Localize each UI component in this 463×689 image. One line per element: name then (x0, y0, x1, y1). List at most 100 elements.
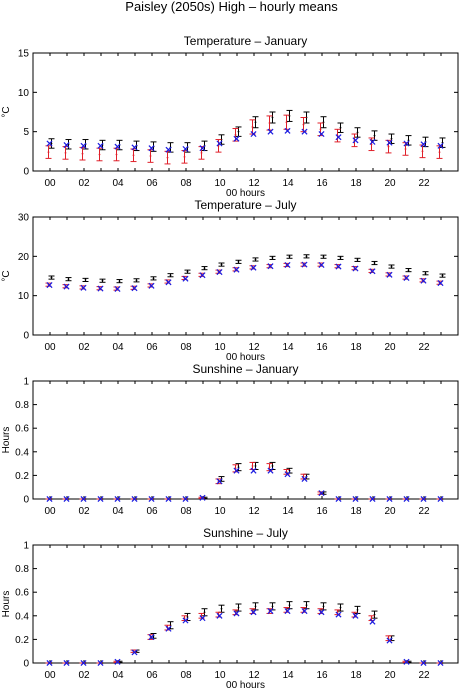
data-point-blue-x (318, 490, 325, 497)
y-tick-label: 5 (23, 127, 29, 138)
data-point-blue-x (335, 611, 342, 618)
data-point-blue-x (114, 495, 121, 503)
x-tick-label: 08 (180, 342, 192, 353)
data-point-blue-x (148, 282, 155, 289)
data-point-black-errorbar (337, 255, 344, 260)
x-tick-label: 06 (146, 342, 158, 353)
data-point-blue-x (148, 634, 155, 641)
x-tick-label: 02 (78, 506, 90, 517)
data-point-blue-x (250, 264, 257, 271)
series-red-errorbar (45, 114, 443, 165)
data-point-blue-x (301, 475, 308, 482)
data-point-black-errorbar (201, 266, 208, 271)
x-tick-label: 20 (384, 670, 396, 681)
y-tick-label: 0.8 (15, 400, 29, 411)
x-tick-label: 22 (418, 178, 430, 189)
x-tick-label: 22 (418, 342, 430, 353)
y-axis-label: Hours (1, 427, 12, 454)
x-tick-label: 10 (214, 670, 226, 681)
data-point-blue-x (165, 279, 172, 286)
data-point-red-errorbar (215, 139, 222, 153)
chart-panel-2: Temperature – July 0 10 20 30 00 02 04 06 08 10 12 1… (1, 198, 459, 363)
data-point-red-errorbar (300, 117, 307, 133)
data-point-blue-x (114, 658, 121, 665)
x-tick-label: 20 (384, 506, 396, 517)
data-point-black-errorbar (82, 277, 89, 283)
data-point-blue-x (352, 495, 359, 503)
data-point-blue-x (97, 495, 104, 503)
x-tick-label: 12 (248, 506, 260, 517)
chart-title: Sunshine – January (192, 362, 298, 376)
series-black-errorbar (48, 461, 446, 500)
data-point-blue-x (403, 140, 410, 147)
x-tick-label: 22 (418, 506, 430, 517)
data-point-black-errorbar (252, 257, 259, 262)
data-point-blue-x (148, 145, 155, 152)
x-tick-label: 08 (180, 178, 192, 189)
y-axis-label: Hours (1, 591, 12, 618)
data-point-blue-x (97, 285, 104, 292)
x-tick-label: 06 (146, 506, 158, 517)
data-point-black-errorbar (184, 612, 191, 622)
x-tick-label: 04 (112, 670, 124, 681)
data-point-black-errorbar (320, 254, 327, 259)
x-tick-label: 14 (282, 342, 294, 353)
data-point-red-errorbar (164, 150, 171, 165)
data-point-black-errorbar (371, 610, 378, 619)
x-tick-label: 00 (44, 342, 56, 353)
x-tick-label: 20 (384, 178, 396, 189)
data-point-blue-x (352, 612, 359, 619)
data-point-blue-x (301, 608, 308, 615)
data-point-blue-x (437, 495, 444, 503)
data-point-black-errorbar (65, 277, 72, 282)
data-point-black-errorbar (269, 255, 276, 260)
y-tick-label: 0 (23, 331, 29, 342)
data-point-black-errorbar (388, 133, 395, 144)
data-point-blue-x (216, 140, 223, 147)
x-tick-label: 12 (248, 342, 260, 353)
data-point-blue-x (420, 277, 427, 284)
figure-title: Paisley (2050s) High – hourly means (125, 0, 338, 14)
x-tick-label: 22 (418, 670, 430, 681)
chart-panel-4: Sunshine – July 0 0.2 0.4 0.6 0.8 1 00 02 04 06 08 1… (1, 526, 459, 689)
x-tick-label: 16 (316, 506, 328, 517)
x-tick-label: 04 (112, 506, 124, 517)
y-tick-label: 0.2 (15, 471, 29, 482)
data-point-blue-x (182, 495, 189, 503)
data-point-black-errorbar (48, 138, 55, 149)
x-tick-label: 00 (44, 670, 56, 681)
data-point-blue-x (369, 138, 376, 145)
x-tick-label: 00 (44, 178, 56, 189)
x-tick-label: 00 (44, 506, 56, 517)
y-tick-label: 0 (23, 659, 29, 670)
series-blue-x (46, 608, 444, 667)
y-tick-label: 0.6 (15, 588, 29, 599)
data-point-blue-x (267, 467, 274, 474)
data-point-blue-x (284, 127, 291, 134)
y-axis-label: °C (1, 270, 12, 281)
data-point-blue-x (318, 131, 325, 138)
data-point-blue-x (250, 609, 257, 616)
data-point-black-errorbar (218, 604, 225, 613)
series-red-errorbar (45, 262, 443, 291)
data-point-black-errorbar (150, 276, 157, 281)
data-point-blue-x (46, 282, 53, 289)
data-point-black-errorbar (320, 116, 327, 129)
plot-frame (32, 380, 459, 500)
data-point-blue-x (386, 495, 393, 503)
data-point-blue-x (199, 494, 206, 501)
x-tick-label: 02 (78, 670, 90, 681)
data-point-red-errorbar (351, 133, 358, 148)
x-tick-label: 16 (316, 670, 328, 681)
plot-frame (32, 52, 459, 172)
data-point-blue-x (250, 131, 257, 138)
data-point-black-errorbar (269, 111, 276, 124)
data-point-blue-x (233, 266, 240, 273)
data-point-black-errorbar (48, 275, 55, 280)
data-point-black-errorbar (133, 278, 140, 283)
data-point-blue-x (199, 615, 206, 622)
data-point-red-errorbar (249, 119, 256, 135)
data-point-blue-x (131, 285, 138, 292)
data-point-blue-x (63, 659, 70, 667)
data-point-blue-x (284, 608, 291, 615)
